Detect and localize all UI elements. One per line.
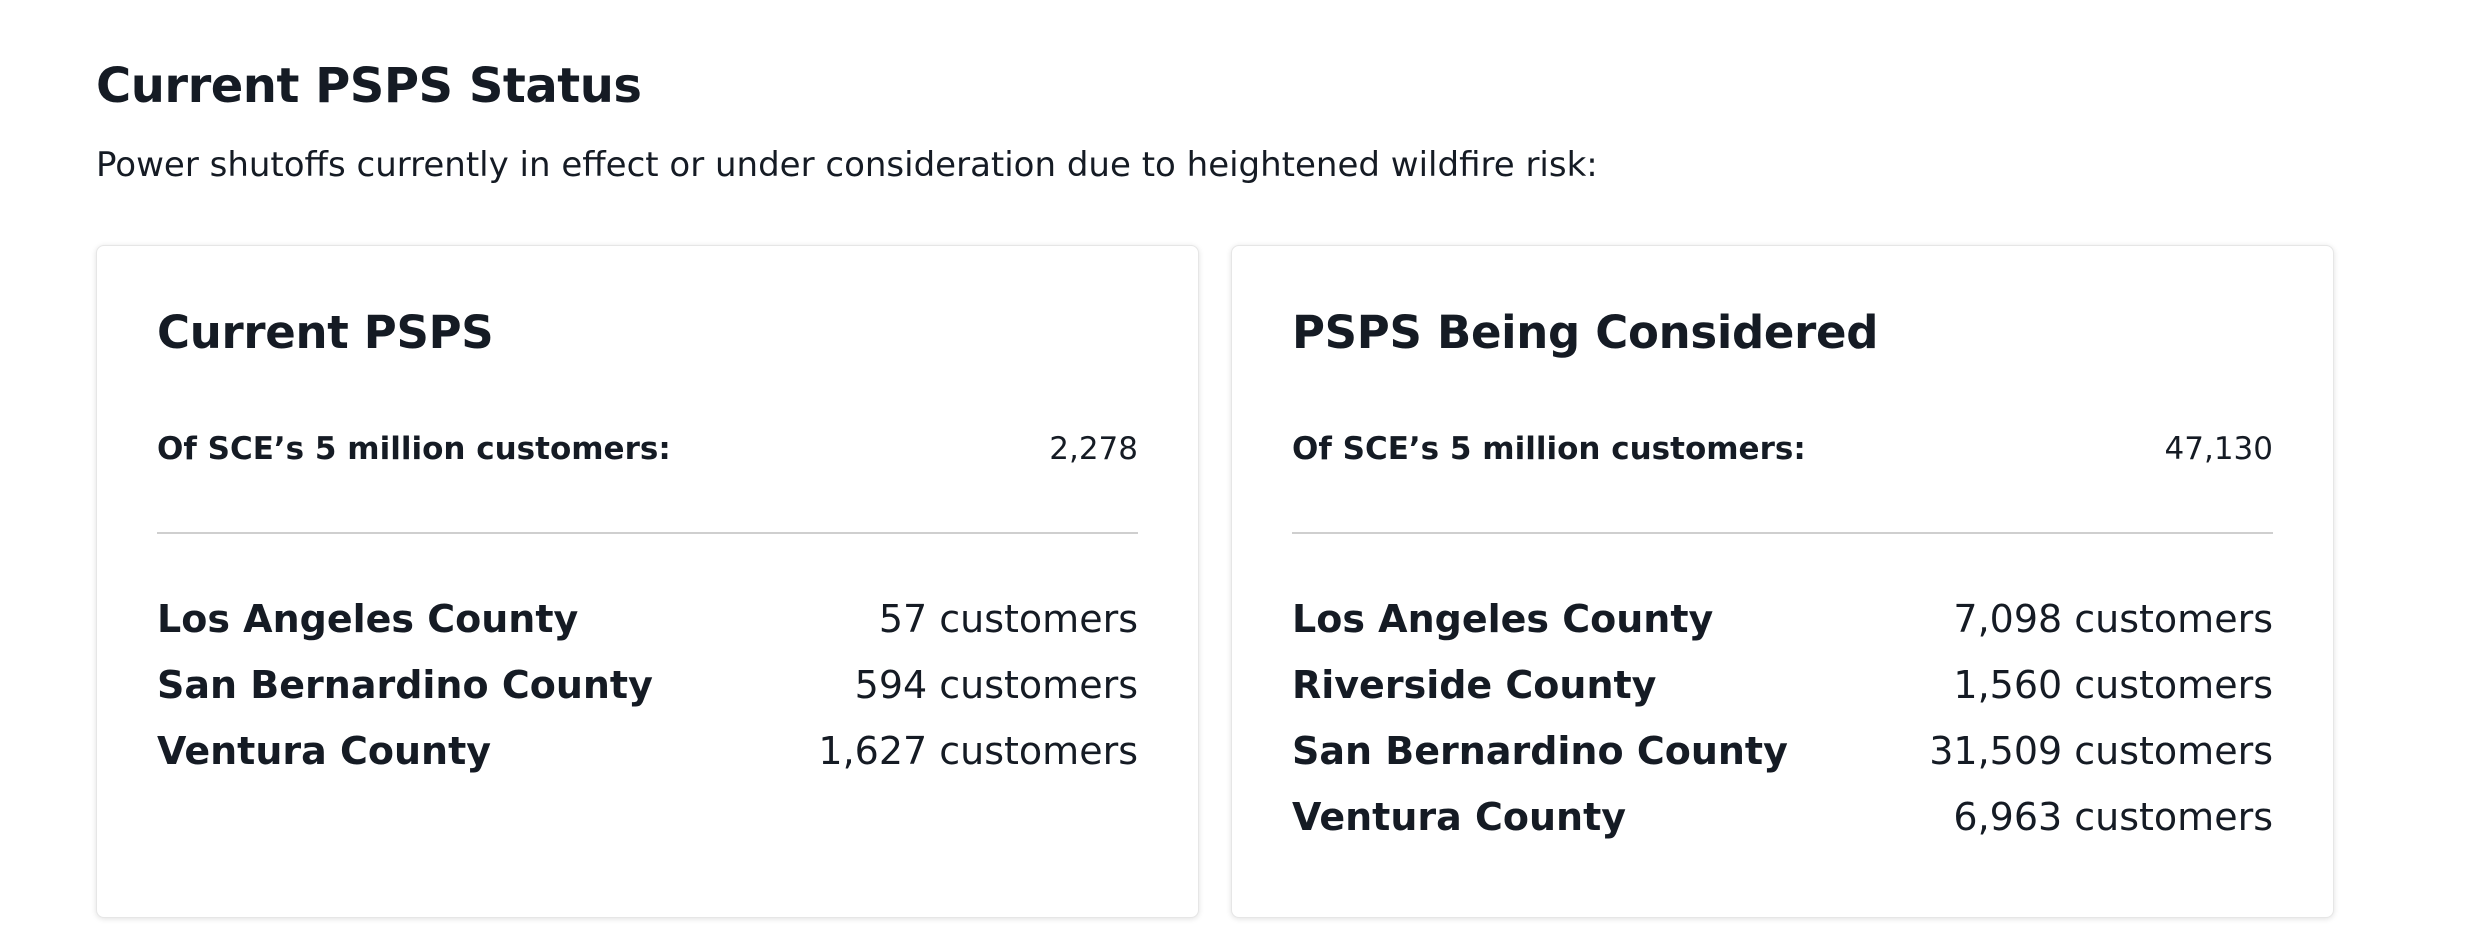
card-title: Current PSPS bbox=[157, 306, 494, 359]
customer-count: 31,509 customers bbox=[1929, 729, 2273, 773]
customer-count: 594 customers bbox=[854, 663, 1138, 707]
customer-count: 6,963 customers bbox=[1953, 795, 2273, 839]
page-subtitle: Power shutoffs currently in effect or un… bbox=[96, 145, 1598, 185]
customer-count: 57 customers bbox=[878, 597, 1138, 641]
county-row: San Bernardino County 594 customers bbox=[157, 652, 1138, 718]
county-row: Riverside County 1,560 customers bbox=[1292, 652, 2273, 718]
county-name: Ventura County bbox=[157, 729, 492, 773]
page-title: Current PSPS Status bbox=[96, 58, 642, 114]
county-list: Los Angeles County 57 customers San Bernar… bbox=[157, 586, 1138, 784]
county-name: Ventura County bbox=[1292, 795, 1627, 839]
divider bbox=[1292, 532, 2273, 534]
county-row: San Bernardino County 31,509 customers bbox=[1292, 718, 2273, 784]
county-list: Los Angeles County 7,098 customers Riversi… bbox=[1292, 586, 2273, 850]
summary-label: Of SCE’s 5 million customers: bbox=[1292, 431, 1806, 467]
county-name: Los Angeles County bbox=[157, 597, 579, 641]
card-title: PSPS Being Considered bbox=[1292, 306, 1879, 359]
county-name: San Bernardino County bbox=[1292, 729, 1788, 773]
divider bbox=[157, 532, 1138, 534]
county-name: Riverside County bbox=[1292, 663, 1657, 707]
status-card: PSPS Being Considered Of SCE’s 5 million … bbox=[1231, 245, 2334, 918]
summary-value: 2,278 bbox=[1049, 431, 1138, 467]
county-row: Los Angeles County 7,098 customers bbox=[1292, 586, 2273, 652]
county-name: San Bernardino County bbox=[157, 663, 653, 707]
county-row: Ventura County 1,627 customers bbox=[157, 718, 1138, 784]
status-card: Current PSPS Of SCE’s 5 million customers… bbox=[96, 245, 1199, 918]
county-row: Los Angeles County 57 customers bbox=[157, 586, 1138, 652]
county-name: Los Angeles County bbox=[1292, 597, 1714, 641]
county-row: Ventura County 6,963 customers bbox=[1292, 784, 2273, 850]
summary-row: Of SCE’s 5 million customers: 47,130 bbox=[1292, 431, 2273, 467]
summary-label: Of SCE’s 5 million customers: bbox=[157, 431, 671, 467]
customer-count: 1,627 customers bbox=[818, 729, 1138, 773]
customer-count: 1,560 customers bbox=[1953, 663, 2273, 707]
summary-row: Of SCE’s 5 million customers: 2,278 bbox=[157, 431, 1138, 467]
summary-value: 47,130 bbox=[2164, 431, 2273, 467]
customer-count: 7,098 customers bbox=[1953, 597, 2273, 641]
